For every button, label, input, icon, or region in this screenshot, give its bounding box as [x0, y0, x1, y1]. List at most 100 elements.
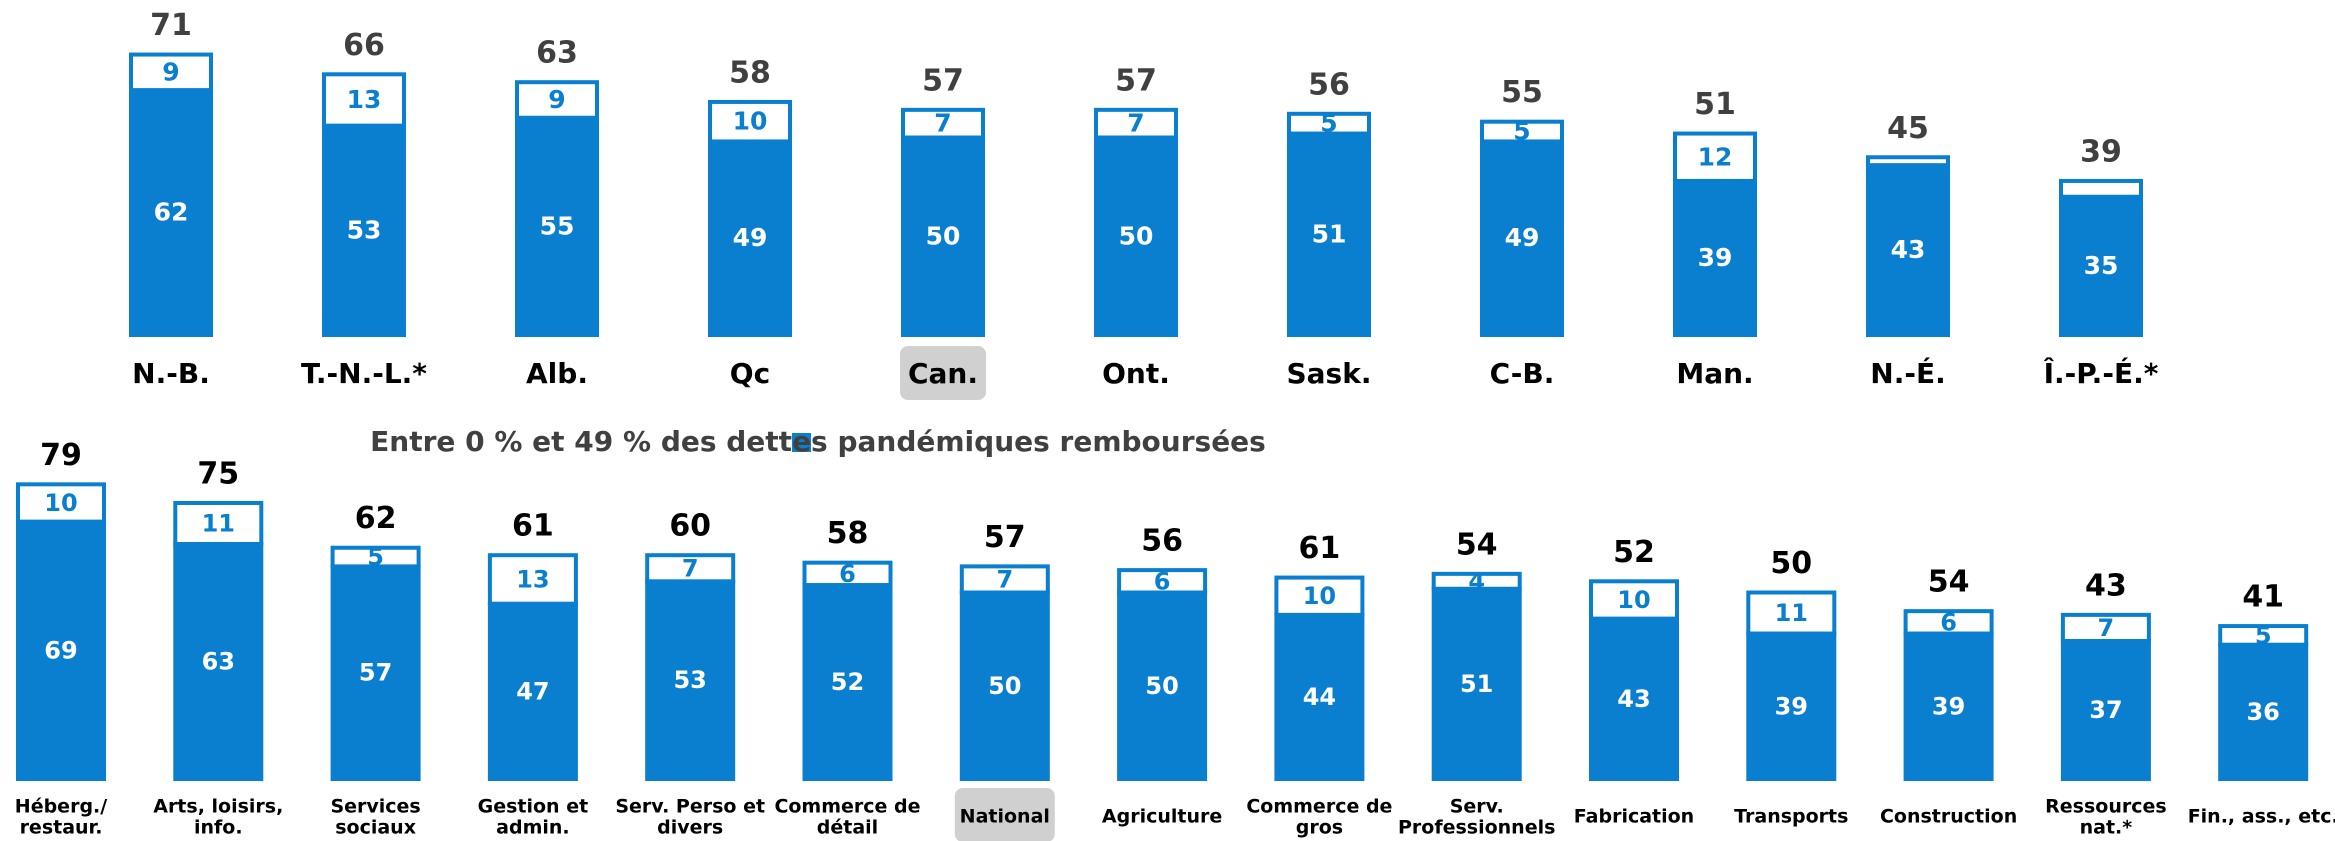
category-label: Can.	[908, 357, 978, 390]
category-label: Services sociaux	[330, 795, 420, 838]
segment-label: 6	[1940, 608, 1957, 636]
legend-swatch	[792, 433, 811, 452]
total-label: 57	[922, 63, 964, 98]
segment-label: 5	[367, 543, 384, 571]
segment-label: 4	[1468, 567, 1485, 595]
bar-segment	[1431, 586, 1522, 782]
segment-label: 36	[2246, 698, 2279, 726]
segment-label: 13	[347, 85, 382, 114]
total-label: 43	[2085, 568, 2127, 603]
bar-segment	[2059, 194, 2143, 337]
segment-label: 57	[359, 659, 392, 687]
bar-segment	[708, 139, 792, 337]
category-label: Ressources nat.*	[2045, 795, 2167, 838]
category-label: Sask.	[1287, 357, 1372, 390]
category-label: Man.	[1676, 357, 1753, 390]
category-label: T.-N.-L.*	[301, 357, 427, 390]
segment-label: 50	[1145, 672, 1178, 700]
category-label: Qc	[730, 357, 770, 390]
segment-label: 49	[733, 223, 768, 252]
total-label: 75	[197, 456, 239, 491]
highlight-box	[900, 346, 986, 400]
category-label: Fin., ass., etc.	[2188, 806, 2335, 828]
total-label: 57	[984, 520, 1026, 555]
total-label: 61	[1299, 531, 1341, 566]
bar-segment	[1673, 178, 1757, 337]
total-label: 63	[536, 36, 578, 71]
segment-label: 39	[1698, 243, 1733, 272]
category-label: Î.-P.-É.*	[2044, 356, 2159, 390]
total-label: 57	[1115, 63, 1157, 98]
bar-segment	[129, 52, 213, 93]
bar-segment	[515, 115, 599, 337]
segment-label: 50	[926, 221, 961, 250]
bar-segment	[2059, 178, 2143, 199]
segment-label: 12	[1698, 142, 1733, 171]
segment-label: 63	[202, 648, 235, 676]
segment-label: 7	[934, 109, 951, 138]
bar-segment	[1117, 590, 1208, 781]
total-label: 71	[150, 8, 192, 43]
category-label: Serv. Perso et divers	[615, 795, 765, 838]
bar-segment	[959, 564, 1050, 595]
bar-segment	[1746, 631, 1837, 782]
category-label: Gestion et admin.	[478, 795, 589, 838]
bar-segment	[645, 553, 736, 584]
bar-segment	[1094, 135, 1178, 337]
total-label: 55	[1501, 75, 1543, 110]
bar-segment	[16, 519, 106, 781]
segment-label: 55	[540, 211, 575, 240]
category-label: National	[960, 806, 1050, 828]
total-label: 39	[2080, 134, 2122, 169]
total-label: 58	[729, 55, 771, 90]
bar-segment	[515, 80, 599, 120]
segment-label: 43	[1891, 235, 1926, 264]
total-label: 60	[669, 509, 711, 544]
bar-segment	[708, 99, 792, 144]
segment-label: 7	[2098, 614, 2115, 642]
segment-label: 6	[1154, 567, 1171, 595]
bar-segment	[1117, 568, 1208, 595]
segment-label: 6	[839, 560, 856, 588]
segment-label: 49	[1505, 223, 1540, 252]
segment-label: 51	[1460, 670, 1493, 698]
segment-label: 13	[516, 565, 549, 593]
segment-label: 11	[1775, 599, 1808, 627]
segment-label: 69	[44, 636, 77, 664]
category-label: C-B.	[1490, 357, 1555, 390]
legend-label: Entre 0 % et 49 % des dettes pandémiques…	[370, 425, 1266, 458]
total-label: 62	[355, 501, 397, 536]
bar-segment	[1866, 155, 1950, 168]
bar-segment	[487, 553, 578, 606]
total-label: 61	[512, 509, 554, 544]
segment-label: 7	[996, 565, 1013, 593]
total-label: 50	[1770, 546, 1812, 581]
category-label: Construction	[1880, 806, 2017, 828]
segment-label: 50	[1119, 221, 1154, 250]
segment-label: 11	[202, 509, 235, 537]
segment-label: 44	[1303, 683, 1336, 711]
segment-label: 5	[2255, 621, 2272, 649]
category-label: Ont.	[1102, 357, 1170, 390]
category-label: Agriculture	[1102, 806, 1222, 828]
category-label: Transports	[1734, 806, 1848, 828]
category-label: Arts, loisirs, info.	[153, 795, 283, 838]
bar-segment	[1589, 579, 1679, 621]
total-label: 79	[40, 438, 82, 473]
segment-label: 62	[154, 198, 189, 227]
bar-segment	[173, 500, 264, 547]
bar-segment	[2218, 642, 2309, 781]
bar-segment	[330, 545, 421, 569]
segment-label: 39	[1932, 692, 1965, 720]
bar-segment	[1903, 609, 1994, 636]
category-label: Héberg./restaur.	[15, 795, 107, 838]
segment-label: 52	[831, 668, 864, 696]
segment-label: 37	[2089, 696, 2122, 724]
bar-segment	[1094, 107, 1178, 140]
segment-label: 53	[347, 215, 382, 244]
bar-segment	[1287, 111, 1371, 136]
total-label: 54	[1456, 527, 1498, 562]
total-label: 51	[1694, 87, 1736, 122]
segment-label: 7	[682, 554, 699, 582]
